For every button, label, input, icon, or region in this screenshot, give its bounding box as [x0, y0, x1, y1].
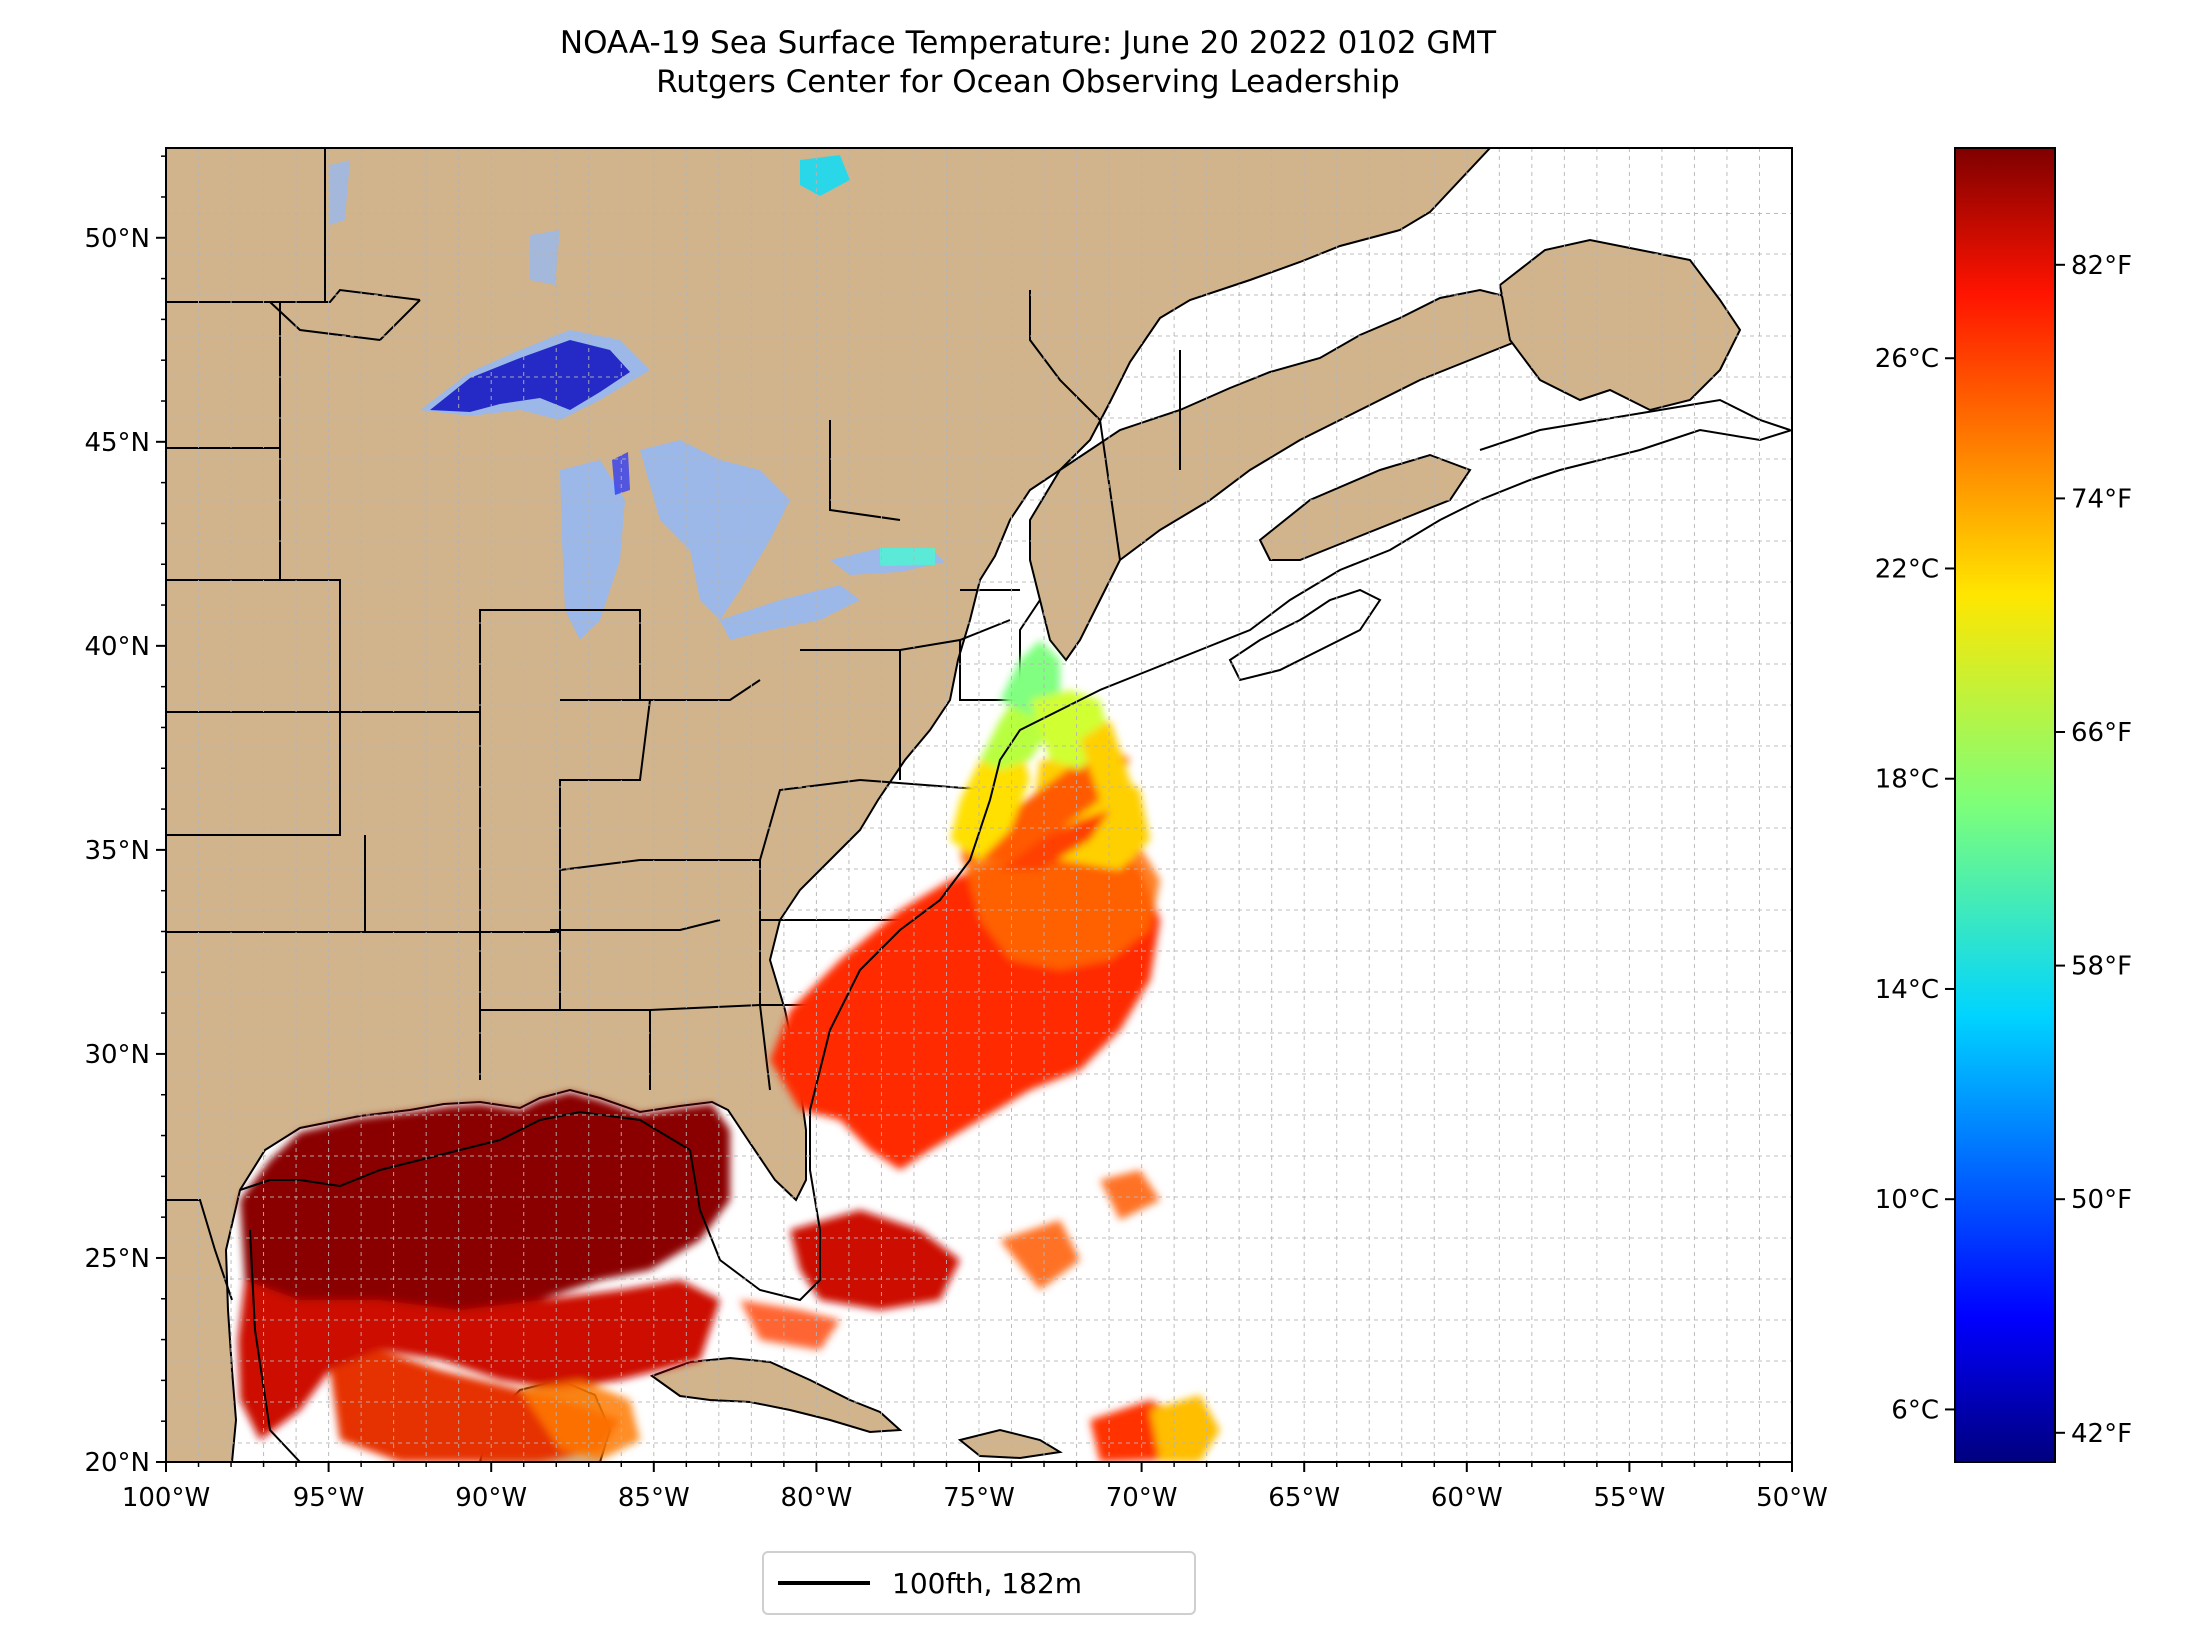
lat-tick-label: 30°N	[84, 1040, 150, 1070]
lon-tick-label: 60°W	[1431, 1483, 1503, 1513]
lon-tick-label: 100°W	[122, 1483, 210, 1513]
fahrenheit-tick-label: 42°F	[2071, 1419, 2132, 1449]
lon-tick-label: 55°W	[1594, 1483, 1666, 1513]
lon-tick-label: 65°W	[1268, 1483, 1340, 1513]
colorbar-fahrenheit-ticks: 42°F 50°F 58°F 66°F 74°F 82°F	[2055, 251, 2132, 1449]
fahrenheit-tick-label: 82°F	[2071, 251, 2132, 281]
lon-tick-label: 80°W	[781, 1483, 853, 1513]
lat-tick-label: 20°N	[84, 1448, 150, 1478]
legend-line-swatch	[778, 1581, 870, 1585]
celsius-tick-label: 6°C	[1891, 1395, 1939, 1425]
celsius-tick-label: 10°C	[1875, 1185, 1939, 1215]
celsius-tick-label: 18°C	[1875, 765, 1939, 795]
lat-tick-label: 35°N	[84, 836, 150, 866]
lon-tick-label: 95°W	[293, 1483, 365, 1513]
fahrenheit-tick-label: 66°F	[2071, 718, 2132, 748]
longitude-axis: 100°W 95°W 90°W 85°W 80°W 75°W 70°W 65°W 60°W 55°…	[122, 1462, 1828, 1513]
land	[166, 148, 1492, 1462]
lon-tick-label: 70°W	[1106, 1483, 1178, 1513]
fahrenheit-tick-label: 50°F	[2071, 1185, 2132, 1215]
celsius-tick-label: 22°C	[1875, 554, 1939, 584]
legend: 100fth, 182m	[762, 1551, 1196, 1615]
fahrenheit-tick-label: 58°F	[2071, 952, 2132, 982]
latitude-axis: 20°N 25°N 30°N 35°N 40°N 45°N 50°N	[84, 155, 166, 1478]
lon-tick-label: 90°W	[455, 1483, 527, 1513]
lon-tick-label: 50°W	[1756, 1483, 1828, 1513]
lat-tick-label: 40°N	[84, 632, 150, 662]
lat-tick-label: 45°N	[84, 428, 150, 458]
isobath-100fth	[239, 428, 1792, 1302]
lon-tick-label: 75°W	[943, 1483, 1015, 1513]
fahrenheit-tick-label: 74°F	[2071, 484, 2132, 514]
colorbar-celsius-ticks: 6°C 10°C 14°C 18°C 22°C 26°C	[1875, 344, 1955, 1425]
map-subtitle: Rutgers Center for Ocean Observing Leade…	[656, 64, 1400, 100]
lat-tick-label: 25°N	[84, 1244, 150, 1274]
lat-tick-label: 50°N	[84, 224, 150, 254]
map-title: NOAA-19 Sea Surface Temperature: June 20…	[559, 25, 1497, 61]
lon-tick-label: 85°W	[618, 1483, 690, 1513]
celsius-tick-label: 26°C	[1875, 344, 1939, 374]
celsius-tick-label: 14°C	[1875, 975, 1939, 1005]
state-borders	[166, 148, 1181, 1301]
colorbar	[1954, 147, 2056, 1463]
legend-label: 100fth, 182m	[892, 1566, 1083, 1600]
map-panel	[166, 148, 1792, 1462]
